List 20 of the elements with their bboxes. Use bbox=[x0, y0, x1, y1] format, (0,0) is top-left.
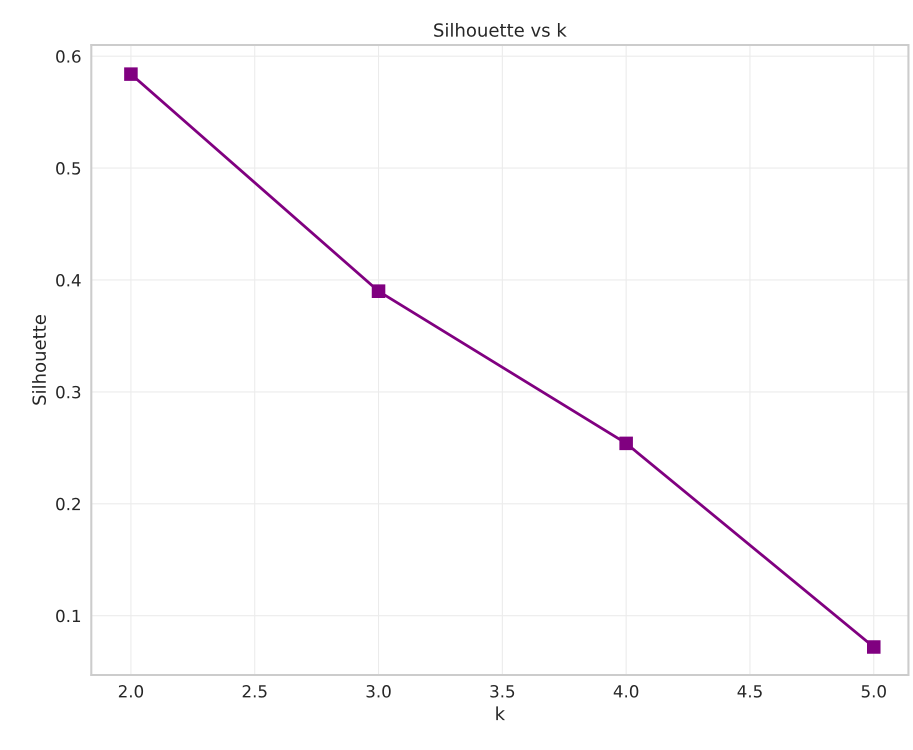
y-tick-label: 0.2 bbox=[56, 498, 80, 510]
y-tick-label: 0.6 bbox=[56, 50, 81, 63]
y-tick-label: 0.4 bbox=[56, 274, 81, 287]
chart-title: Silhouette vs k bbox=[434, 22, 567, 37]
x-axis-title: k bbox=[496, 706, 506, 720]
y-tick-label: 0.1 bbox=[56, 610, 80, 622]
x-tick-label: 4.5 bbox=[738, 685, 762, 698]
x-tick-label: 3.5 bbox=[490, 685, 514, 698]
point bbox=[372, 284, 386, 298]
x-tick-label: 5.0 bbox=[862, 685, 886, 698]
x-tick-label: 3.0 bbox=[366, 685, 391, 698]
x-tick-label: 2.5 bbox=[242, 685, 267, 698]
point bbox=[124, 67, 138, 81]
y-tick-label: 0.5 bbox=[56, 162, 80, 175]
point bbox=[867, 640, 881, 654]
x-tick-label: 4.0 bbox=[614, 685, 638, 698]
y-axis-title: Silhouette bbox=[32, 315, 46, 405]
point bbox=[619, 436, 633, 450]
x-tick-label: 2.0 bbox=[118, 685, 144, 698]
y-tick-label: 0.3 bbox=[56, 386, 80, 398]
